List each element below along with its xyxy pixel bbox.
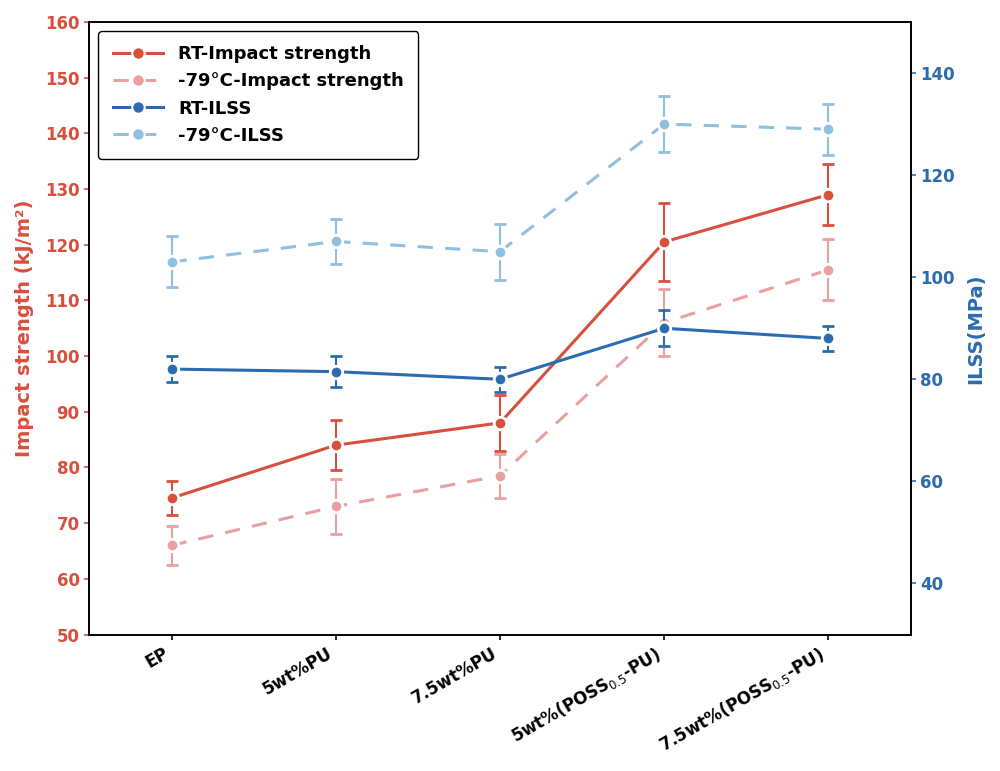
Y-axis label: Impact strength (kJ/m²): Impact strength (kJ/m²): [15, 200, 34, 457]
Y-axis label: ILSS(MPa): ILSS(MPa): [966, 273, 985, 383]
Legend: RT-Impact strength, -79°C-Impact strength, RT-ILSS, -79°C-ILSS: RT-Impact strength, -79°C-Impact strengt…: [98, 31, 418, 159]
